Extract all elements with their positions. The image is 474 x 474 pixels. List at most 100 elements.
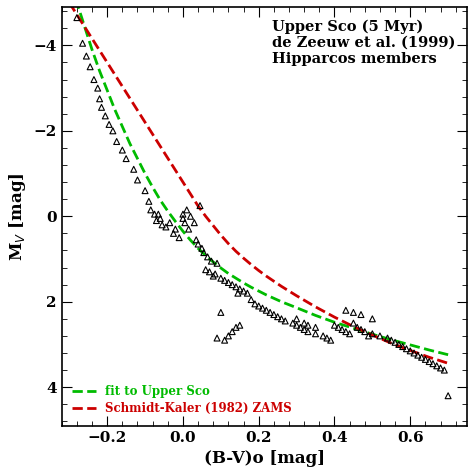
Point [162, 223, 170, 231]
Point [331, 321, 338, 329]
Point [156, 215, 164, 222]
Point [244, 290, 251, 297]
X-axis label: (B-V)o [mag]: (B-V)o [mag] [204, 450, 325, 467]
Point [82, 52, 90, 60]
Point [266, 309, 274, 316]
Point [433, 362, 440, 370]
Point [198, 245, 206, 252]
Point [228, 328, 236, 336]
Point [255, 302, 263, 310]
Point [179, 215, 187, 222]
Point [213, 334, 221, 342]
Point [440, 366, 448, 374]
Point [392, 338, 399, 346]
Point [118, 146, 126, 154]
Point [444, 392, 452, 400]
Point [425, 358, 433, 365]
Point [105, 121, 113, 128]
Point [338, 326, 346, 333]
Point [228, 281, 236, 289]
Point [236, 285, 244, 293]
Point [354, 324, 361, 331]
Point [213, 259, 221, 267]
Point [101, 112, 109, 119]
Point [365, 332, 373, 340]
Point [73, 14, 81, 21]
Point [301, 319, 308, 327]
Point [369, 315, 376, 323]
Point [221, 337, 228, 344]
Point [141, 187, 149, 194]
Point [304, 321, 312, 329]
Point [312, 330, 319, 337]
Point [166, 219, 173, 227]
Point [361, 328, 369, 336]
Point [293, 315, 301, 323]
Point [151, 210, 158, 218]
Point [98, 103, 105, 111]
Point [304, 328, 312, 336]
Point [225, 332, 232, 340]
Point [225, 279, 232, 286]
Point [399, 343, 406, 350]
Point [232, 324, 240, 331]
Point [342, 328, 350, 336]
Point [155, 210, 162, 218]
Point [259, 304, 266, 312]
Point [418, 354, 425, 361]
Point [86, 63, 94, 71]
Point [192, 236, 200, 244]
Point [350, 319, 357, 327]
Point [191, 219, 198, 227]
Point [346, 330, 354, 337]
Point [251, 300, 259, 308]
Point [270, 311, 278, 319]
Point [134, 176, 141, 184]
Legend: fit to Upper Sco, Schmidt-Kaler (1982) ZAMS: fit to Upper Sco, Schmidt-Kaler (1982) Z… [68, 381, 297, 420]
Point [429, 360, 437, 367]
Point [208, 257, 215, 265]
Point [388, 337, 395, 344]
Point [247, 296, 255, 303]
Point [194, 240, 202, 248]
Point [217, 274, 225, 282]
Point [109, 127, 117, 135]
Point [158, 221, 166, 228]
Point [414, 351, 421, 359]
Point [437, 364, 444, 372]
Point [211, 270, 219, 278]
Point [170, 229, 177, 237]
Point [183, 206, 191, 214]
Point [200, 249, 208, 256]
Point [96, 95, 103, 102]
Point [122, 155, 130, 163]
Point [202, 266, 210, 273]
Point [221, 277, 228, 284]
Point [181, 219, 189, 227]
Point [410, 349, 418, 357]
Point [282, 317, 289, 325]
Point [350, 309, 357, 316]
Y-axis label: M$_V$ [mag]: M$_V$ [mag] [7, 172, 28, 261]
Point [217, 309, 225, 316]
Point [327, 337, 335, 344]
Point [421, 356, 429, 363]
Point [185, 225, 192, 233]
Point [240, 287, 247, 295]
Point [130, 165, 137, 173]
Point [406, 347, 414, 355]
Point [175, 234, 183, 241]
Point [323, 334, 331, 342]
Point [94, 84, 101, 92]
Point [172, 225, 179, 233]
Point [236, 321, 244, 329]
Point [357, 311, 365, 319]
Point [297, 324, 304, 331]
Point [196, 202, 204, 210]
Point [232, 283, 240, 291]
Point [369, 330, 376, 337]
Point [206, 268, 213, 275]
Point [335, 324, 342, 331]
Point [179, 210, 187, 218]
Point [204, 253, 211, 261]
